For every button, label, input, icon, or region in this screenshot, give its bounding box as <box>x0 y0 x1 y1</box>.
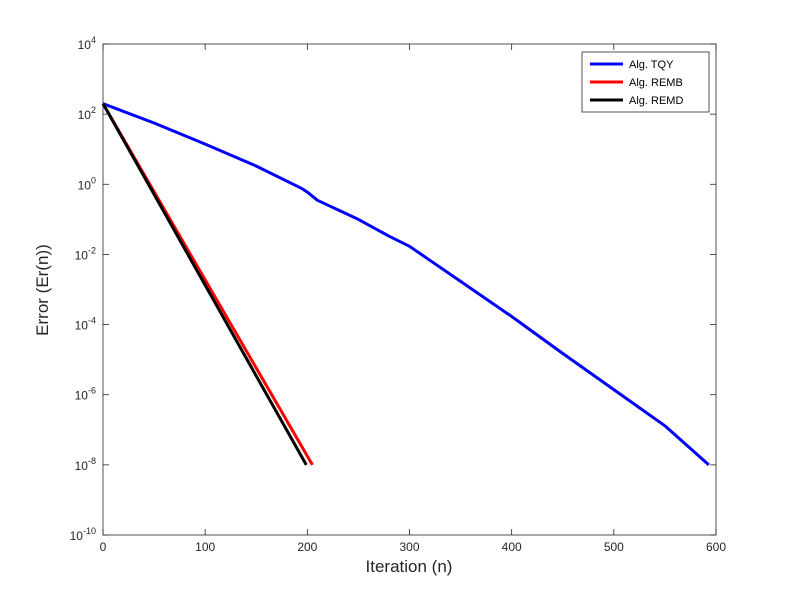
x-axis-title: Iteration (n) <box>366 557 453 576</box>
y-tick-label: 104 <box>78 35 96 52</box>
x-tick-label: 100 <box>195 540 215 554</box>
series-line-2 <box>101 102 308 466</box>
legend-label-remb: Alg. REMB <box>629 77 683 89</box>
y-tick-label: 10-4 <box>75 316 96 333</box>
x-tick-label: 200 <box>297 540 317 554</box>
legend: Alg. TQY Alg. REMB Alg. REMD <box>581 51 710 113</box>
legend-label-remd: Alg. REMD <box>629 95 683 107</box>
series-layer <box>101 102 710 467</box>
series-line-0 <box>102 102 710 467</box>
y-tick-label: 10-2 <box>75 245 96 262</box>
legend-label-tqy: Alg. TQY <box>629 59 674 71</box>
y-tick-label: 10-8 <box>75 456 96 473</box>
y-tick-label: 102 <box>78 105 96 122</box>
ticklabels-layer: 0 100 200 300 400 500 600 10-10 10-8 10-6 10-4 10-2… <box>70 35 727 554</box>
y-tick-label: 10-10 <box>70 526 96 543</box>
plot-area <box>103 44 716 535</box>
y-tick-label: 10-6 <box>75 386 96 403</box>
x-tick-label: 300 <box>399 540 419 554</box>
x-tick-label: 600 <box>706 540 726 554</box>
y-axis-title: Error (Er(n)) <box>33 244 52 336</box>
x-tick-label: 500 <box>604 540 624 554</box>
ticks-layer <box>102 43 717 536</box>
x-tick-label: 400 <box>502 540 522 554</box>
y-tick-label: 100 <box>78 175 96 192</box>
x-tick-label: 0 <box>100 540 107 554</box>
